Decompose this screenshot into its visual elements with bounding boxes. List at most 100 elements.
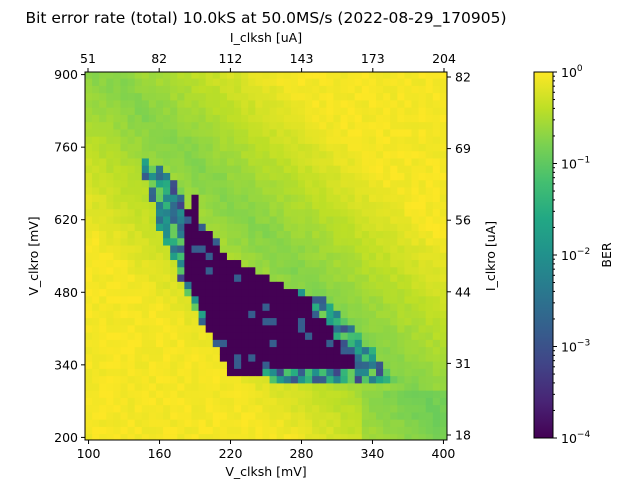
heatmap-cell (155, 426, 164, 435)
heatmap-cell (312, 129, 320, 137)
heatmap-cell (333, 223, 341, 232)
heatmap-cell (255, 194, 263, 202)
heatmap-cell (312, 368, 320, 377)
heatmap-cell (283, 317, 292, 326)
heatmap-cell (262, 266, 270, 275)
heatmap-cell (404, 368, 412, 377)
heatmap-cell (418, 78, 427, 86)
heatmap-cell (241, 172, 249, 181)
heatmap-cell (283, 114, 292, 123)
heatmap-cell (376, 310, 384, 319)
heatmap-cell (99, 158, 107, 166)
heatmap-cell (354, 288, 363, 297)
heatmap-cell (155, 187, 164, 195)
heatmap-cell (198, 216, 207, 224)
heatmap-cell (347, 390, 356, 398)
heatmap-cell (418, 223, 427, 232)
heatmap-cell (241, 361, 249, 369)
heatmap-cell (418, 194, 427, 202)
heatmap-cell (120, 172, 128, 181)
heatmap-cell (85, 245, 93, 253)
heatmap-cell (368, 107, 377, 115)
heatmap-cell (404, 121, 412, 130)
heatmap-cell (333, 150, 341, 159)
heatmap-cell (248, 412, 256, 420)
heatmap-cell (347, 310, 356, 319)
heatmap-cell (439, 259, 448, 268)
heatmap-cell (319, 201, 327, 210)
heatmap-cell (439, 310, 448, 319)
heatmap-cell (148, 129, 157, 137)
heatmap-cell (226, 179, 235, 188)
heatmap-cell (255, 223, 263, 232)
heatmap-cell (411, 216, 420, 224)
heatmap-cell (368, 252, 377, 261)
heatmap-cell (92, 121, 100, 130)
heatmap-cell (212, 346, 221, 355)
heatmap-cell (411, 172, 420, 181)
heatmap-cell (219, 332, 228, 340)
heatmap-cell (134, 324, 143, 333)
heatmap-cell (241, 332, 249, 340)
heatmap-cell (99, 368, 107, 377)
heatmap-cell (319, 324, 327, 333)
heatmap-cell (368, 99, 377, 108)
heatmap-cell (418, 426, 427, 435)
heatmap-cell (226, 433, 235, 441)
heatmap-cell (276, 208, 285, 217)
heatmap-cell (439, 114, 448, 123)
heatmap-cell (333, 390, 341, 398)
heatmap-cell (383, 143, 391, 152)
heatmap-cell (134, 274, 143, 282)
heatmap-cell (319, 143, 327, 152)
heatmap-cell (198, 412, 207, 420)
heatmap-cell (326, 266, 334, 275)
heatmap-cell (155, 194, 164, 202)
heatmap-cell (383, 433, 391, 441)
heatmap-cell (234, 245, 242, 253)
heatmap-cell (404, 375, 412, 384)
heatmap-cell (411, 92, 420, 101)
heatmap-cell (212, 121, 221, 130)
heatmap-cell (354, 92, 363, 101)
heatmap-cell (305, 208, 313, 217)
heatmap-cell (198, 346, 207, 355)
heatmap-cell (368, 201, 377, 210)
heatmap-cell (404, 143, 412, 152)
heatmap-cell (205, 92, 214, 101)
heatmap-cell (262, 397, 270, 406)
heatmap-cell (326, 208, 334, 217)
heatmap-cell (354, 274, 363, 282)
heatmap-cell (134, 230, 143, 239)
heatmap-cell (219, 136, 228, 144)
heatmap-cell (177, 237, 185, 246)
heatmap-cell (120, 339, 128, 348)
heatmap-cell (99, 78, 107, 86)
heatmap-cell (85, 412, 93, 420)
heatmap-cell (404, 245, 412, 253)
heatmap-cell (312, 158, 320, 166)
heatmap-cell (439, 172, 448, 181)
heatmap-cell (127, 310, 136, 319)
heatmap-cell (404, 223, 412, 232)
heatmap-cell (177, 426, 185, 435)
heatmap-cell (305, 136, 313, 144)
heatmap-cell (333, 78, 341, 86)
heatmap-cell (141, 259, 150, 268)
heatmap-cell (418, 245, 427, 253)
heatmap-cell (234, 136, 242, 144)
heatmap-cell (376, 281, 384, 290)
heatmap-cell (148, 404, 157, 413)
heatmap-cell (276, 245, 285, 253)
heatmap-cell (347, 194, 356, 202)
heatmap-cell (376, 361, 384, 369)
heatmap-cell (148, 245, 157, 253)
heatmap-cell (347, 346, 356, 355)
heatmap-cell (276, 259, 285, 268)
heatmap-cell (120, 114, 128, 123)
heatmap-cell (418, 179, 427, 188)
heatmap-cell (255, 136, 263, 144)
heatmap-cell (276, 187, 285, 195)
heatmap-cell (326, 223, 334, 232)
heatmap-cell (219, 150, 228, 159)
